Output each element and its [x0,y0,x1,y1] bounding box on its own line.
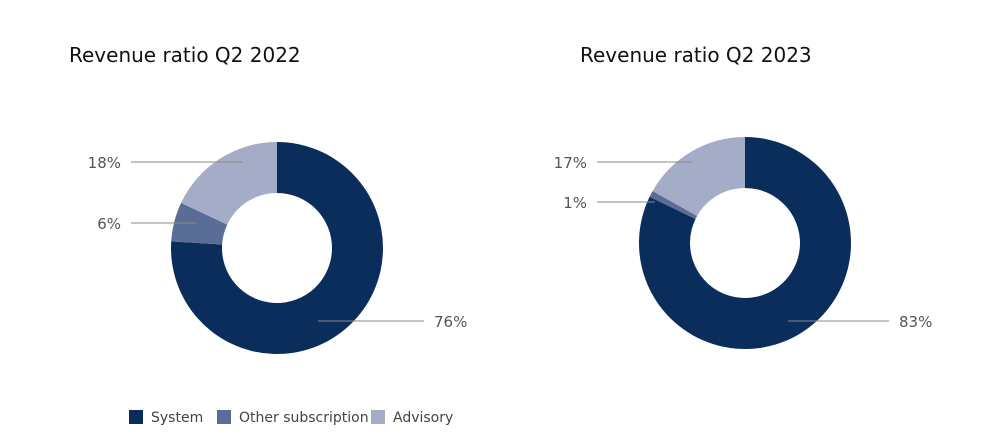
donut-slice-other-subscription-2022 [171,202,228,245]
data-label-system-2022: 76% [434,313,467,331]
data-label-other-subscription-2022: 6% [97,215,121,233]
legend-label-other-subscription: Other subscription [239,410,369,426]
legend-label-advisory: Advisory [393,410,453,426]
data-label-advisory-2023: 17% [554,154,587,172]
donut-slices-q2-2023 [638,137,851,349]
data-label-advisory-2022: 18% [88,154,121,172]
legend: System Other subscription Advisory [129,410,453,426]
donut-slice-other-subscription-2023 [649,190,698,220]
legend-label-system: System [151,410,203,426]
data-label-other-subscription-2023: 1% [563,194,587,212]
chart-title-q2-2023: Revenue ratio Q2 2023 [580,43,812,67]
donut-chart-q2-2022: Revenue ratio Q2 2022 18% 6% 76% [69,43,467,354]
donut-slice-advisory-2023 [652,137,745,216]
legend-swatch-other-subscription [217,410,231,424]
donut-slice-system-2023 [638,137,851,349]
donut-chart-q2-2023: Revenue ratio Q2 2023 17% 1% 83% [554,43,932,349]
donut-slice-system-2022 [171,142,383,354]
data-label-system-2023: 83% [899,313,932,331]
legend-swatch-system [129,410,143,424]
chart-title-q2-2022: Revenue ratio Q2 2022 [69,43,301,67]
donut-slices-q2-2022 [171,142,383,354]
donut-slice-advisory-2022 [181,142,277,225]
legend-swatch-advisory [371,410,385,424]
